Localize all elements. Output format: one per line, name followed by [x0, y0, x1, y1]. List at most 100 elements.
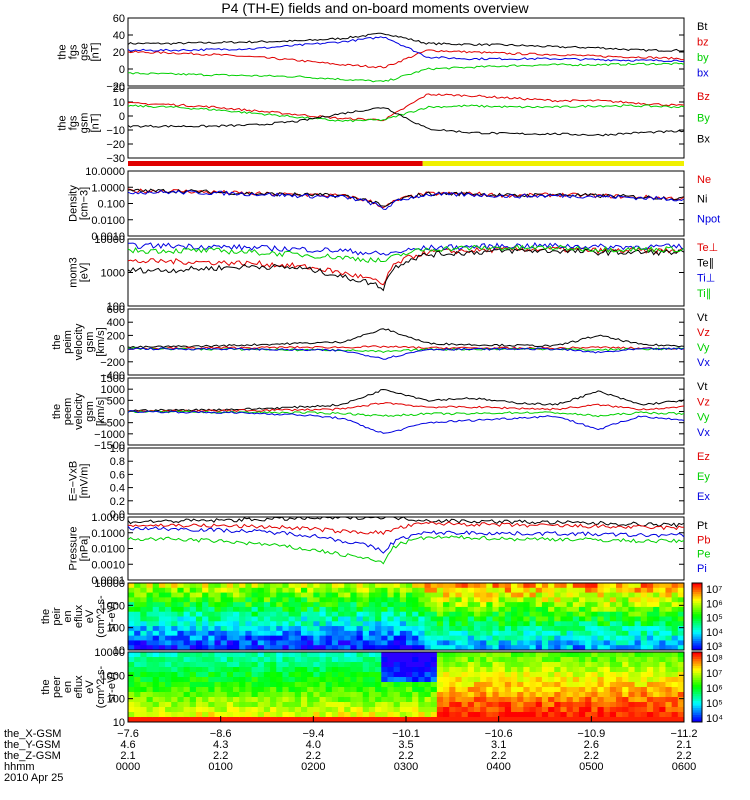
heatmap-cell — [294, 616, 302, 622]
heatmap-cell — [177, 597, 185, 603]
heatmap-cell — [406, 640, 413, 646]
heatmap-cell — [622, 707, 629, 713]
heatmap-cell — [165, 611, 172, 617]
legend-Npot: Npot — [697, 213, 720, 225]
heatmap-cell — [189, 682, 197, 688]
heatmap-cell — [566, 692, 574, 698]
heatmap-cell — [251, 687, 259, 693]
heatmap-cell — [226, 630, 234, 637]
heatmap-cell — [226, 602, 234, 608]
heatmap-cell — [270, 667, 277, 673]
heatmap-cell — [226, 662, 234, 668]
heatmap-cell — [270, 682, 277, 688]
heatmap-cell — [603, 677, 611, 683]
heatmap-cell — [165, 583, 172, 589]
heatmap-cell — [387, 645, 395, 651]
y-axis-label: fgs — [68, 115, 80, 130]
heatmap-cell — [572, 611, 580, 617]
heatmap-cell — [609, 672, 617, 678]
heatmap-cell — [603, 602, 611, 608]
heatmap-cell — [177, 667, 185, 673]
heatmap-cell — [406, 697, 413, 703]
heatmap-cell — [461, 667, 469, 673]
heatmap-cell — [362, 602, 370, 608]
heatmap-cell — [665, 672, 673, 678]
heatmap-cell — [183, 630, 191, 637]
series-by — [127, 62, 685, 83]
heatmap-cell — [492, 645, 500, 651]
heatmap-cell — [677, 645, 685, 651]
heatmap-cell — [140, 652, 148, 658]
heatmap-cell — [443, 672, 450, 678]
heatmap-cell — [671, 645, 679, 651]
y-axis-label: the — [57, 44, 69, 59]
heatmap-cell — [591, 621, 599, 627]
heatmap-cell — [152, 602, 160, 608]
heatmap-cell — [233, 682, 240, 688]
heatmap-cell — [511, 645, 518, 651]
heatmap-cell — [356, 630, 364, 637]
ytick-label: 400 — [107, 317, 125, 329]
heatmap-cell — [263, 630, 271, 637]
heatmap-cell — [449, 707, 456, 713]
heatmap-cell — [603, 697, 611, 703]
panel-frame — [127, 87, 685, 159]
heatmap-cell — [393, 697, 401, 703]
date-label: 2010 Apr 25 — [4, 772, 63, 784]
heatmap-cell — [628, 630, 636, 637]
heatmap-cell — [646, 635, 654, 641]
heatmap-cell — [634, 707, 642, 713]
y-axis-label: sr-eV) — [106, 672, 118, 702]
heatmap-cell — [461, 606, 469, 613]
heatmap-cell — [646, 606, 654, 613]
heatmap-cell — [134, 697, 141, 703]
heatmap-cell — [628, 645, 636, 651]
heatmap-cell — [473, 687, 481, 693]
heatmap-cell — [158, 602, 166, 608]
heatmap-cell — [368, 712, 376, 718]
heatmap-cell — [492, 702, 500, 708]
heatmap-cell — [473, 682, 481, 688]
heatmap-cell — [591, 645, 599, 651]
xaxis-value: 0000 — [116, 761, 140, 773]
heatmap-cell — [554, 672, 561, 678]
heatmap-cell — [529, 692, 537, 698]
heatmap-cell — [455, 645, 463, 651]
heatmap-cell — [158, 652, 166, 658]
heatmap-cell — [671, 677, 679, 683]
xaxis-value: 2.6 — [584, 739, 599, 751]
legend-By: By — [697, 112, 710, 124]
heatmap-cell — [134, 692, 141, 698]
panel-frame — [127, 170, 685, 237]
heatmap-cell — [263, 635, 271, 641]
heatmap-cell — [412, 682, 419, 688]
heatmap-cell — [208, 626, 215, 632]
heatmap-cell — [578, 621, 586, 627]
heatmap-cell — [214, 597, 222, 603]
heatmap-cell — [307, 640, 314, 646]
heatmap-cell — [609, 702, 617, 708]
heatmap-cell — [189, 677, 197, 683]
heatmap-cell — [473, 717, 481, 723]
heatmap-cell — [362, 630, 370, 637]
heatmap-cell — [338, 657, 345, 663]
heatmap-cell — [226, 621, 234, 627]
heatmap-cell — [239, 606, 246, 613]
heatmap-cell — [412, 621, 419, 627]
heatmap-cell — [566, 626, 574, 632]
heatmap-cell — [325, 682, 333, 688]
heatmap-cell — [282, 717, 290, 723]
heatmap-cell — [263, 621, 271, 627]
colorbar-cell — [692, 682, 702, 686]
heatmap-cell — [578, 616, 586, 622]
heatmap-cell — [436, 602, 444, 608]
y-axis-label: (cm^2-s- — [95, 595, 107, 638]
heatmap-cell — [158, 630, 166, 637]
heatmap-cell — [195, 682, 203, 688]
heatmap-cell — [393, 677, 401, 683]
heatmap-cell — [548, 626, 555, 632]
heatmap-cell — [406, 657, 413, 663]
heatmap-cell — [541, 630, 549, 637]
heatmap-cell — [455, 640, 463, 646]
heatmap-cell — [128, 702, 135, 708]
